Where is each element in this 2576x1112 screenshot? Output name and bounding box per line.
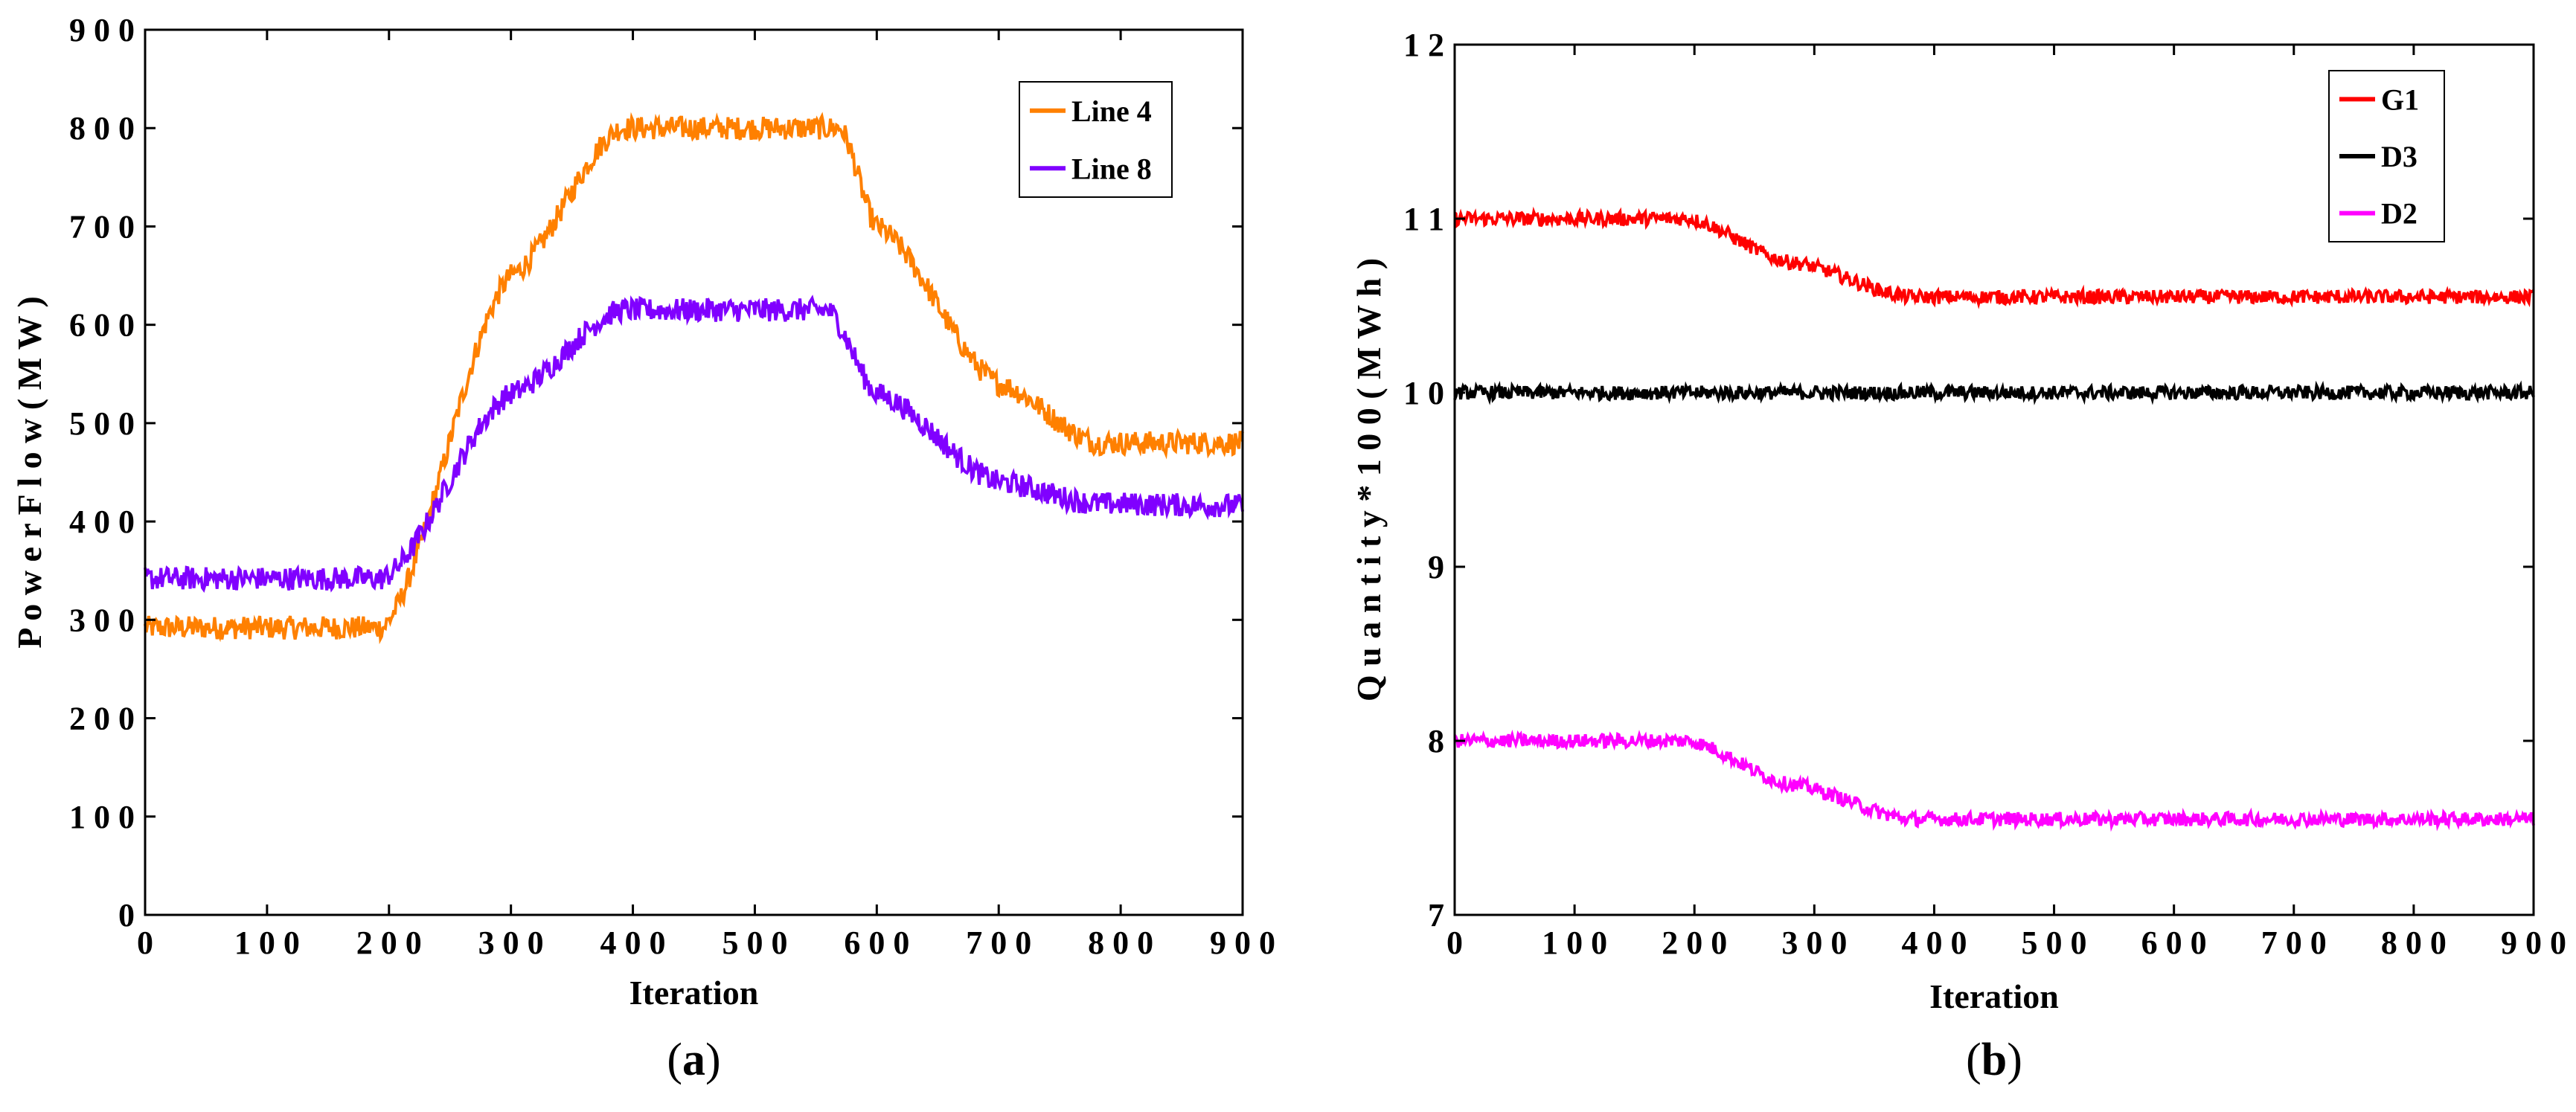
series-line-d3: [1453, 380, 2535, 405]
x-tick-label: 9 0 0: [1210, 925, 1275, 961]
x-axis-title: Iteration: [1929, 977, 2059, 1015]
x-tick-label: 3 0 0: [478, 925, 544, 961]
y-axis-title: P o w e r F l o w ( M W ): [10, 296, 48, 649]
x-tick-label: 1 0 0: [1542, 925, 1607, 961]
y-tick-label: 9 0 0: [69, 12, 135, 48]
y-tick-label: 7 0 0: [69, 208, 135, 245]
y-tick-label: 1 0: [1403, 375, 1444, 411]
panel-b: 0 1 0 0 2 0 0 3 0 0 4 0 0 5 0 0 6 0 0 7 0 0 8 0 …: [1350, 27, 2566, 1085]
x-tick-label: 9 0 0: [2501, 925, 2566, 961]
y-tick-label: 8 0 0: [69, 110, 135, 147]
y-tick-label: 4 0 0: [69, 504, 135, 540]
panel-letter: b: [1981, 1035, 2007, 1085]
x-tick-label: 7 0 0: [966, 925, 1031, 961]
x-tick-label: 2 0 0: [356, 925, 422, 961]
y-axis-title: Q u a n t i t y * 1 0 0 ( M W h ): [1350, 258, 1388, 701]
panel-label: (b): [1966, 1035, 2022, 1085]
panel-a: 0 1 0 0 2 0 0 3 0 0 4 0 0 5 0 0 6 0 0 7 0 0 8 0 …: [10, 12, 1275, 1085]
panel-label: (a): [667, 1035, 720, 1085]
y-tick-label: 0: [118, 897, 135, 933]
legend-label: Line 4: [1071, 94, 1152, 128]
y-tick-label: 3 0 0: [69, 602, 135, 638]
x-tick-label: 2 0 0: [1662, 925, 1727, 961]
y-tick-label: 1 2: [1403, 27, 1444, 63]
axes-frame: [1453, 43, 2535, 916]
legend-label: D3: [2381, 140, 2418, 173]
y-tick-label: 6 0 0: [69, 307, 135, 344]
x-tick-label: 5 0 0: [722, 925, 787, 961]
x-tick-label: 6 0 0: [2141, 925, 2207, 961]
series-line-g1: [1453, 206, 2535, 309]
series-line-d2: [1453, 729, 2535, 832]
y-tick-label: 2 0 0: [69, 701, 135, 737]
series-line-line-8: [144, 295, 1244, 594]
y-tick-label: 5 0 0: [69, 405, 135, 442]
x-axis-title: Iteration: [629, 974, 759, 1012]
x-tick-label: 5 0 0: [2022, 925, 2087, 961]
x-tick-label: 7 0 0: [2261, 925, 2327, 961]
x-tick-label: 0: [137, 925, 153, 961]
x-tick-label: 3 0 0: [1781, 925, 1847, 961]
x-tick-label: 1 0 0: [234, 925, 300, 961]
y-tick-label: 8: [1428, 723, 1444, 759]
x-tick-label: 8 0 0: [1088, 925, 1153, 961]
x-tick-label: 0: [1446, 925, 1463, 961]
axes-frame: [144, 28, 1244, 916]
y-tick-label: 1 0 0: [69, 799, 135, 835]
x-tick-label: 4 0 0: [1901, 925, 1967, 961]
y-tick-label: 1 1: [1403, 201, 1444, 237]
legend-label: G1: [2381, 83, 2419, 116]
x-tick-label: 8 0 0: [2381, 925, 2447, 961]
x-tick-label: 4 0 0: [600, 925, 666, 961]
y-tick-label: 7: [1428, 897, 1444, 933]
x-tick-label: 6 0 0: [844, 925, 909, 961]
legend-box: [1019, 81, 1173, 198]
panel-letter: a: [682, 1035, 705, 1085]
series-line-line-4: [144, 112, 1244, 645]
y-tick-label: 9: [1428, 549, 1444, 585]
legend-label: D2: [2381, 197, 2418, 231]
legend-label: Line 8: [1071, 152, 1152, 185]
